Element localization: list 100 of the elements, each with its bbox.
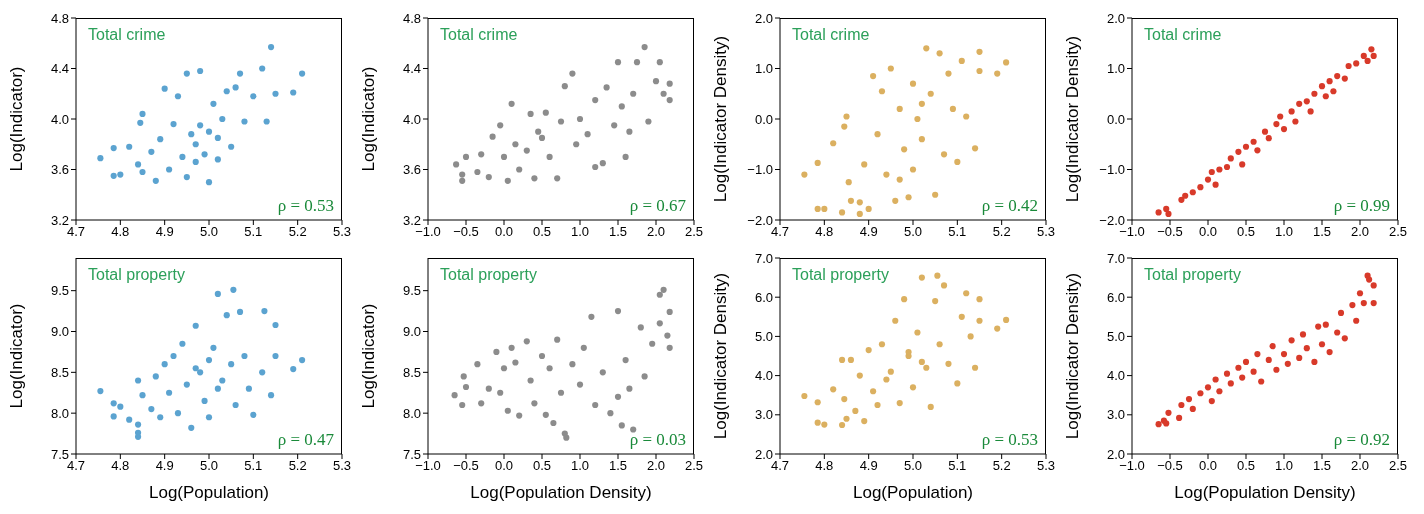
- point: [232, 401, 239, 409]
- y-tick-label: −1.0: [1099, 162, 1125, 178]
- point: [214, 134, 221, 142]
- point: [531, 175, 538, 182]
- point: [139, 110, 146, 118]
- point: [272, 90, 279, 97]
- point: [504, 407, 511, 414]
- point: [1341, 75, 1348, 82]
- x-tick-label: 4.8: [815, 224, 834, 240]
- y-axis-title: Log(Indicator Density): [711, 35, 731, 203]
- point: [134, 429, 142, 436]
- x-tick-label: 1.5: [1312, 458, 1332, 474]
- point: [485, 173, 492, 181]
- point: [236, 308, 244, 315]
- point: [1280, 350, 1288, 358]
- point: [1364, 57, 1371, 65]
- x-tick-label: 5.2: [992, 224, 1011, 240]
- point: [485, 385, 492, 392]
- x-tick-label: 1.0: [1274, 458, 1294, 474]
- point: [1288, 337, 1295, 344]
- point: [637, 324, 644, 331]
- x-tick-label: 4.9: [859, 458, 878, 474]
- point: [569, 70, 576, 77]
- x-tick-label: 4.8: [111, 224, 130, 240]
- point: [205, 128, 213, 135]
- point: [927, 403, 934, 411]
- point: [508, 344, 515, 351]
- point: [183, 70, 190, 77]
- point: [152, 177, 159, 184]
- y-tick-label: 3.6: [402, 162, 421, 178]
- point: [1326, 78, 1333, 85]
- point: [1303, 345, 1310, 352]
- point: [267, 43, 275, 51]
- point: [241, 352, 248, 360]
- point: [1163, 205, 1170, 212]
- point: [1370, 300, 1377, 307]
- point: [228, 361, 235, 368]
- point: [259, 65, 266, 72]
- y-tick-label: 4.0: [1106, 368, 1125, 384]
- annotation: Total crime: [440, 26, 518, 44]
- point: [1216, 166, 1223, 173]
- point: [936, 341, 943, 348]
- point: [497, 389, 504, 396]
- point: [250, 93, 257, 100]
- y-tick-label: 4.0: [754, 368, 773, 384]
- y-tick-label: −2.0: [747, 212, 773, 228]
- y-tick-label: 2.0: [754, 10, 773, 26]
- point: [576, 381, 584, 388]
- point: [299, 357, 306, 364]
- annotation: Total property: [88, 266, 185, 284]
- y-tick-label: 5.0: [1106, 329, 1125, 345]
- x-tick-label: 4.9: [155, 458, 174, 474]
- point: [497, 122, 504, 129]
- point: [887, 65, 894, 72]
- point: [652, 78, 660, 85]
- point: [847, 197, 855, 204]
- x-tick-label: 2.5: [1388, 458, 1408, 474]
- point: [940, 282, 948, 289]
- point: [909, 80, 917, 87]
- point: [994, 325, 1001, 332]
- point: [1280, 126, 1288, 133]
- point: [1330, 88, 1337, 95]
- x-tick-label: 5.3: [332, 458, 352, 474]
- point: [1239, 161, 1246, 168]
- x-tick-label: 4.7: [66, 224, 86, 240]
- point: [110, 172, 117, 179]
- point: [561, 83, 568, 90]
- point: [557, 389, 565, 396]
- point: [814, 419, 821, 426]
- x-tick-label: 0.0: [1198, 224, 1218, 240]
- annotation: ρ = 0.53: [981, 430, 1038, 450]
- point: [1250, 138, 1257, 145]
- point: [219, 115, 226, 123]
- point: [1273, 120, 1280, 128]
- y-tick-label: 7.0: [754, 250, 773, 266]
- point: [459, 171, 466, 178]
- point: [1360, 300, 1367, 307]
- x-tick-label: 5.2: [992, 458, 1011, 474]
- y-tick-label: 1.0: [1106, 61, 1125, 77]
- point: [230, 286, 237, 293]
- point: [223, 88, 230, 95]
- point: [205, 414, 213, 421]
- y-tick-label: 9.5: [402, 283, 421, 299]
- point: [174, 410, 182, 417]
- x-tick-label: 5.0: [903, 224, 923, 240]
- point: [563, 434, 570, 441]
- point: [1204, 176, 1212, 183]
- x-tick-label: 2.5: [684, 224, 704, 240]
- point: [236, 70, 244, 77]
- point: [546, 365, 553, 372]
- point: [462, 383, 470, 391]
- point: [865, 205, 872, 212]
- point: [188, 131, 195, 138]
- point: [1189, 189, 1196, 196]
- point: [878, 88, 886, 95]
- x-tick-label: 4.9: [859, 224, 878, 240]
- point: [1288, 108, 1295, 115]
- point: [1322, 93, 1329, 100]
- x-tick-label: 1.0: [570, 458, 590, 474]
- point: [618, 103, 625, 110]
